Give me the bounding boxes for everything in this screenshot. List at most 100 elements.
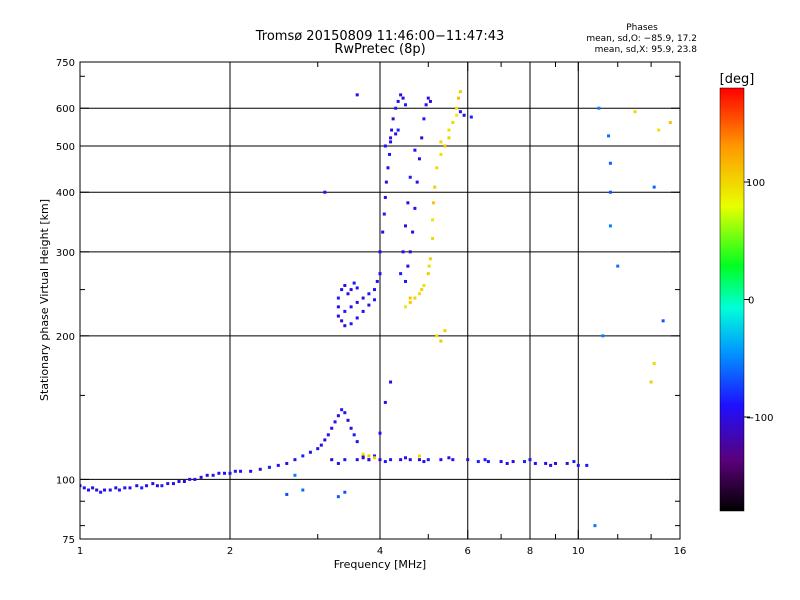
data-point	[199, 475, 203, 479]
x-tick-label: 8	[527, 546, 533, 557]
colorbar-tick-label: 0	[748, 296, 754, 307]
data-point	[408, 250, 412, 254]
data-point	[323, 438, 327, 442]
data-point	[447, 136, 451, 140]
chart-title: Tromsø 20150809 11:46:00−11:47:43	[255, 29, 505, 44]
data-point	[413, 206, 417, 210]
data-point	[316, 447, 320, 451]
data-point	[426, 272, 430, 276]
data-point	[511, 460, 515, 464]
data-point	[417, 454, 421, 458]
data-point	[301, 454, 305, 458]
data-point	[458, 90, 462, 94]
data-point	[373, 454, 377, 458]
data-point	[285, 461, 289, 465]
axis-ticks	[79, 61, 681, 540]
data-point	[308, 450, 312, 454]
data-point	[608, 161, 612, 165]
data-point	[171, 482, 175, 486]
data-point	[428, 257, 432, 261]
data-point	[160, 484, 164, 488]
x-tick-labels: 1 2 4 6 8 10 16	[77, 546, 687, 557]
data-point	[652, 185, 656, 189]
data-point	[431, 201, 435, 205]
data-point	[151, 482, 155, 486]
data-point	[406, 264, 410, 268]
data-point	[424, 103, 428, 107]
data-point	[483, 458, 487, 462]
data-point	[276, 463, 280, 467]
data-point	[349, 288, 353, 292]
data-point	[417, 157, 421, 161]
data-point	[633, 110, 637, 114]
data-point	[439, 140, 443, 144]
data-point	[355, 316, 359, 320]
y-tick-label: 100	[56, 475, 75, 486]
data-point	[426, 458, 430, 462]
colorbar-tick-label: 100	[746, 178, 765, 189]
x-tick-label: 10	[572, 546, 585, 557]
data-point	[616, 264, 620, 268]
data-point	[431, 236, 435, 240]
data-point	[135, 484, 139, 488]
data-point	[367, 454, 371, 458]
data-point	[382, 212, 386, 216]
data-point	[140, 486, 144, 490]
data-point	[343, 283, 347, 287]
data-point	[403, 305, 407, 309]
data-point	[428, 99, 432, 103]
data-point	[435, 334, 439, 338]
data-point	[661, 319, 665, 323]
data-point	[336, 414, 340, 418]
data-point	[375, 279, 379, 283]
data-point	[391, 117, 395, 121]
data-point	[439, 152, 443, 156]
data-points	[80, 90, 672, 528]
data-point	[403, 456, 407, 460]
data-point	[383, 400, 387, 404]
data-point	[323, 190, 327, 194]
data-point	[383, 144, 387, 148]
data-point	[193, 477, 197, 481]
data-point	[553, 461, 557, 465]
data-point	[373, 298, 377, 302]
x-axis-label: Frequency [MHz]	[334, 558, 426, 571]
data-point	[367, 292, 371, 296]
data-point	[182, 479, 186, 483]
data-point	[447, 128, 451, 132]
data-point	[383, 460, 387, 464]
data-point	[458, 110, 462, 114]
data-point	[340, 319, 344, 323]
data-point	[205, 473, 209, 477]
data-point	[355, 93, 359, 97]
data-point	[336, 305, 340, 309]
data-point	[422, 460, 426, 464]
data-point	[408, 175, 412, 179]
data-point	[455, 113, 459, 117]
y-tick-label: 750	[56, 58, 75, 69]
phases-x-line: mean, sd,X: 95.9, 23.8	[595, 45, 698, 55]
data-point	[82, 486, 86, 490]
data-point	[188, 477, 192, 481]
data-point	[420, 136, 424, 140]
data-point	[319, 443, 323, 447]
data-point	[451, 458, 455, 462]
y-tick-label: 75	[62, 535, 75, 546]
data-point	[403, 224, 407, 228]
y-tick-label: 600	[56, 104, 75, 115]
data-point	[565, 461, 569, 465]
data-point	[390, 128, 394, 132]
data-point	[528, 458, 532, 462]
colorbar-tick-label: −100	[746, 413, 773, 424]
data-point	[408, 458, 412, 462]
data-point	[349, 426, 353, 430]
colorbar-label: [deg]	[720, 72, 755, 87]
data-point	[367, 458, 371, 462]
chart-subtitle: RwPretec (8p)	[334, 42, 425, 57]
data-point	[401, 250, 405, 254]
data-point	[239, 469, 243, 473]
data-point	[403, 279, 407, 283]
y-tick-label: 400	[56, 188, 75, 199]
data-point	[408, 296, 412, 300]
